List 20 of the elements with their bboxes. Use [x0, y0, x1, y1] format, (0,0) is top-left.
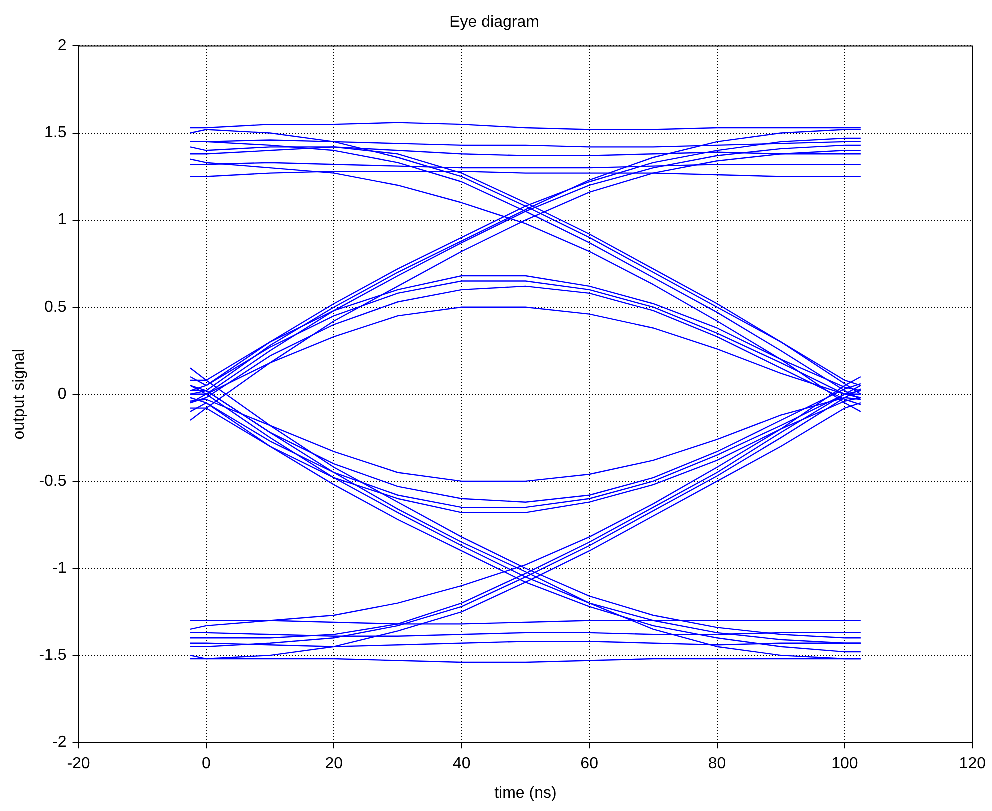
chart-title: Eye diagram	[450, 14, 540, 32]
y-tick-label: 2	[58, 38, 67, 55]
y-tick-label: -1.5	[39, 646, 67, 664]
y-tick-label: -0.5	[39, 472, 67, 490]
x-tick-label: 80	[708, 756, 726, 773]
y-axis-title: output signal	[11, 349, 28, 440]
y-tick-label: 0	[58, 386, 67, 403]
x-tick-label: 40	[452, 756, 471, 773]
x-tick-label: 0	[202, 756, 212, 773]
x-tick-label: 100	[832, 756, 858, 773]
x-axis-title: time (ns)	[494, 784, 557, 802]
y-tick-label: 0.5	[44, 298, 67, 316]
y-tick-label: 1	[58, 212, 67, 229]
x-tick-label: 20	[325, 756, 344, 773]
x-tick-label: 60	[580, 756, 599, 773]
y-tick-label: 1.5	[44, 124, 67, 142]
x-tick-label: 120	[959, 756, 986, 773]
x-tick-label: -20	[67, 756, 90, 773]
y-tick-label: -2	[52, 734, 67, 752]
y-tick-label: -1	[52, 560, 67, 577]
